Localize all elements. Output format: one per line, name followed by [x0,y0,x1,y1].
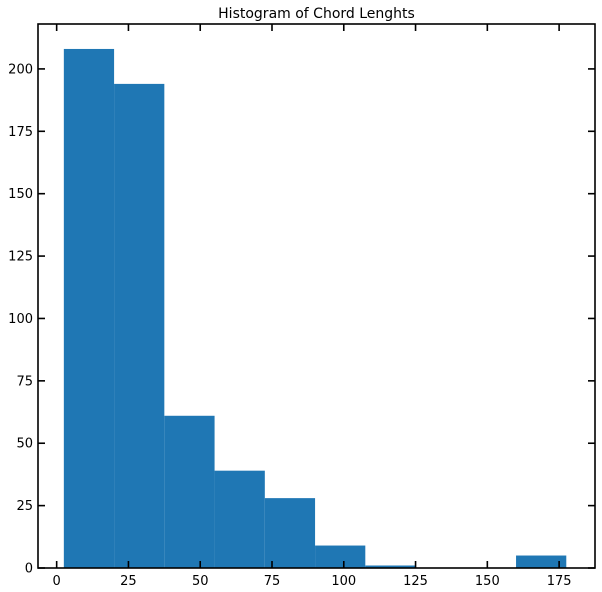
y-tick-label: 100 [8,312,33,327]
x-tick-label: 50 [192,574,209,589]
ticks-group: 0 25 50 75 100 125 150 175 0 25 50 75 100 125 150 175 20… [8,24,595,589]
y-tick-label: 125 [8,250,33,265]
y-tick-label: 25 [16,499,33,514]
histogram-bar-5 [315,545,366,568]
x-tick-label: 100 [331,574,356,589]
histogram-bar-4 [264,498,316,568]
y-tick-label: 0 [25,562,33,577]
y-tick-label: 200 [8,62,33,77]
plot-frame [37,23,596,569]
bars-group [63,48,567,569]
histogram-bar-6 [365,565,416,568]
x-tick-label: 0 [53,574,61,589]
x-tick-label: 25 [120,574,137,589]
y-tick-label: 150 [8,187,33,202]
x-tick-label: 150 [475,574,500,589]
histogram-bar-2 [164,415,215,568]
y-tick-label: 75 [16,374,33,389]
histogram-bar-0 [63,48,115,569]
x-tick-label: 175 [547,574,572,589]
chart-title: Histogram of Chord Lenghts [218,6,415,22]
histogram-bar-1 [114,83,165,569]
x-tick-label: 125 [403,574,428,589]
y-tick-label: 175 [8,125,33,140]
histogram-bar-3 [214,470,265,568]
y-tick-label: 50 [16,437,33,452]
x-tick-label: 75 [264,574,281,589]
histogram-bar-9 [516,555,567,568]
